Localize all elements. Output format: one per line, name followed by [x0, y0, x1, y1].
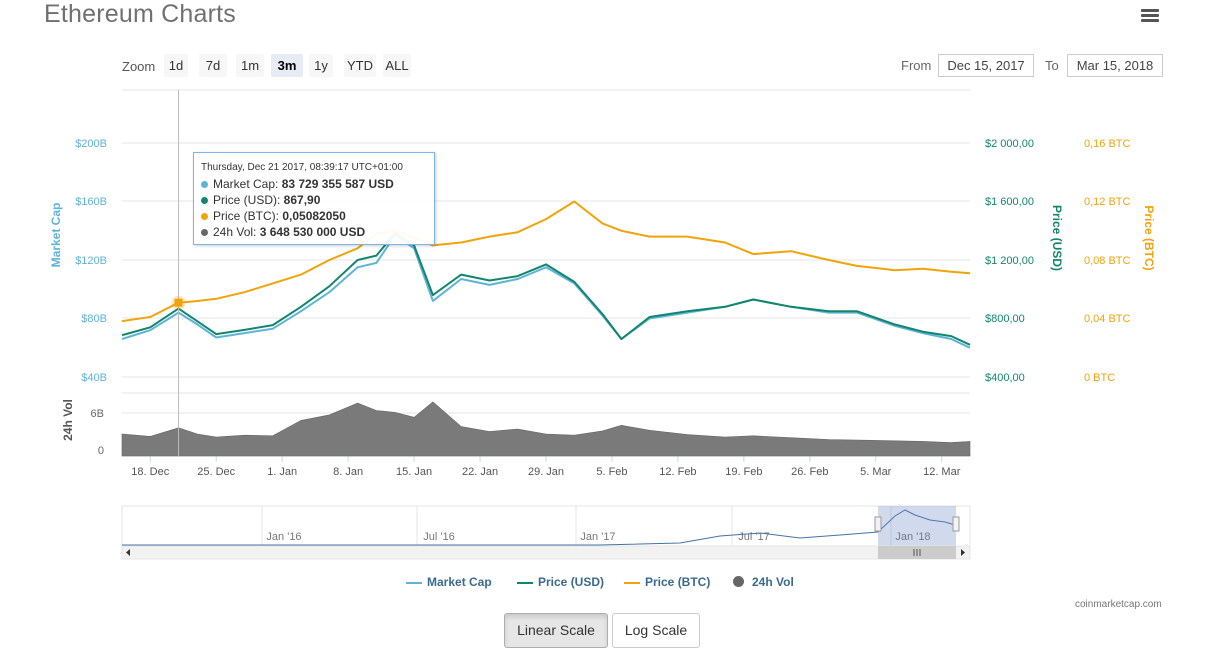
volume-area — [121, 401, 971, 457]
x-tick-label: 5. Feb — [596, 466, 627, 478]
y-tick-label-market-cap: $40B — [81, 372, 107, 384]
y-tick-label-market-cap: $80B — [81, 313, 107, 325]
zoom-button-1m[interactable]: 1m — [236, 54, 264, 77]
x-tick-label: 25. Dec — [197, 466, 235, 478]
zoom-button-3m[interactable]: 3m — [271, 54, 303, 77]
y-tick-label-market-cap: $200B — [75, 138, 107, 150]
y-tick-label-price-btc: 0,12 BTC — [1084, 196, 1131, 208]
y-tick-label-price-usd: $2 000,00 — [985, 138, 1034, 150]
x-tick-label: 5. Mar — [860, 466, 892, 478]
y-tick-label-price-usd: $800,00 — [985, 313, 1025, 325]
zoom-button-7d[interactable]: 7d — [199, 54, 227, 77]
tooltip-row: Price (USD): 867,90 — [201, 193, 434, 208]
tooltip-row-value: 867,90 — [283, 193, 321, 207]
tooltip-row-label: 24h Vol: — [213, 225, 260, 239]
page-title: Ethereum Charts — [44, 0, 236, 28]
log-scale-button[interactable]: Log Scale — [612, 613, 700, 648]
tooltip-row: Price (BTC): 0,05082050 — [201, 209, 434, 224]
series-dot-icon — [201, 181, 208, 188]
y-tick-label-market-cap: $160B — [75, 196, 107, 208]
navigator-tick-label: Jul '16 — [423, 531, 454, 543]
navigator-selected-range — [878, 506, 956, 546]
legend-item-price-btc[interactable]: Price (BTC) — [645, 575, 711, 589]
series-dot-icon — [201, 229, 208, 236]
navigator-left-handle — [874, 516, 882, 532]
y-tick-label-market-cap: $120B — [75, 255, 107, 267]
x-tick-label: 29. Jan — [528, 466, 564, 478]
attribution: coinmarketcap.com — [1075, 599, 1162, 610]
x-tick-label: 22. Jan — [462, 466, 498, 478]
to-date-input[interactable]: Mar 15, 2018 — [1067, 54, 1163, 77]
series-line-price-btc — [121, 200, 971, 323]
y-axis-title-market-cap: Market Cap — [49, 203, 63, 268]
x-tick-label: 15. Jan — [396, 466, 432, 478]
x-tick-label: 8. Jan — [333, 466, 363, 478]
x-tick-label: 12. Mar — [923, 466, 961, 478]
tooltip-row-label: Market Cap: — [213, 177, 282, 191]
scrollbar-grip-icon — [913, 549, 921, 556]
to-label: To — [1045, 58, 1059, 73]
y-tick-label-volume: 6B — [91, 408, 104, 420]
y-axis-title-volume: 24h Vol — [61, 399, 75, 441]
y-tick-label-price-btc: 0,16 BTC — [1084, 138, 1131, 150]
zoom-label: Zoom — [122, 59, 156, 74]
legend-item-24h-vol[interactable]: 24h Vol — [752, 575, 794, 589]
navigator-tick-label: Jan '16 — [266, 531, 301, 543]
navigator-tick-label: Jan '18 — [895, 531, 930, 543]
hamburger-menu-icon[interactable] — [1141, 9, 1159, 23]
navigator-tick-label: Jul '17 — [738, 531, 769, 543]
tooltip-row-label: Price (BTC): — [213, 209, 283, 223]
y-axis-title-price-usd: Price (USD) — [1050, 205, 1064, 271]
chart-tooltip: Thursday, Dec 21 2017, 08:39:17 UTC+01:0… — [193, 152, 435, 245]
tooltip-row-label: Price (USD): — [213, 193, 284, 207]
y-tick-label-price-usd: $400,00 — [985, 372, 1025, 384]
series-line-price-usd — [121, 231, 971, 346]
tooltip-row: Market Cap: 83 729 355 587 USD — [201, 177, 434, 192]
series-dot-icon — [201, 197, 208, 204]
x-tick-label: 26. Feb — [791, 466, 828, 478]
tooltip-row-value: 0,05082050 — [282, 209, 346, 223]
y-tick-label-price-btc: 0,04 BTC — [1084, 313, 1131, 325]
tooltip-header: Thursday, Dec 21 2017, 08:39:17 UTC+01:0… — [201, 162, 403, 173]
navigator-scrollbar-track — [121, 545, 971, 560]
y-tick-label-price-btc: 0,08 BTC — [1084, 255, 1131, 267]
tooltip-row: 24h Vol: 3 648 530 000 USD — [201, 225, 434, 240]
series-line-market-cap — [121, 234, 971, 349]
navigator-right-handle — [952, 516, 960, 532]
scroll-left-arrow-icon — [126, 549, 130, 556]
x-tick-label: 12. Feb — [659, 466, 696, 478]
y-tick-label-price-usd: $1 600,00 — [985, 196, 1034, 208]
navigator-series-line — [122, 509, 956, 546]
legend-item-price-usd[interactable]: Price (USD) — [538, 575, 605, 589]
x-tick-label: 1. Jan — [267, 466, 297, 478]
legend-symbol-icon — [517, 582, 533, 584]
legend-symbol-icon — [733, 576, 744, 587]
y-tick-label-volume: 0 — [98, 445, 104, 457]
y-tick-label-price-btc: 0 BTC — [1084, 372, 1115, 384]
legend-item-market-cap[interactable]: Market Cap — [427, 575, 492, 589]
from-label: From — [901, 58, 932, 73]
tooltip-row-value: 83 729 355 587 USD — [281, 177, 394, 191]
hover-marker-price-btc — [174, 298, 183, 307]
zoom-button-1y[interactable]: 1y — [309, 54, 333, 77]
y-axis-title-price-btc: Price (BTC) — [1142, 205, 1156, 270]
zoom-button-all[interactable]: ALL — [383, 54, 411, 77]
legend-symbol-icon — [624, 582, 640, 584]
series-dot-icon — [201, 213, 208, 220]
tooltip-row-value: 3 648 530 000 USD — [259, 225, 366, 239]
linear-scale-button[interactable]: Linear Scale — [504, 613, 608, 648]
x-tick-label: 19. Feb — [725, 466, 762, 478]
legend-symbol-icon — [406, 582, 422, 584]
scroll-right-arrow-icon — [961, 549, 965, 556]
zoom-button-ytd[interactable]: YTD — [344, 54, 376, 77]
zoom-button-1d[interactable]: 1d — [164, 54, 188, 77]
navigator-tick-label: Jan '17 — [580, 531, 615, 543]
from-date-input[interactable]: Dec 15, 2017 — [938, 54, 1034, 77]
x-tick-label: 18. Dec — [131, 466, 169, 478]
navigator-frame — [121, 505, 971, 547]
y-tick-label-price-usd: $1 200,00 — [985, 255, 1034, 267]
